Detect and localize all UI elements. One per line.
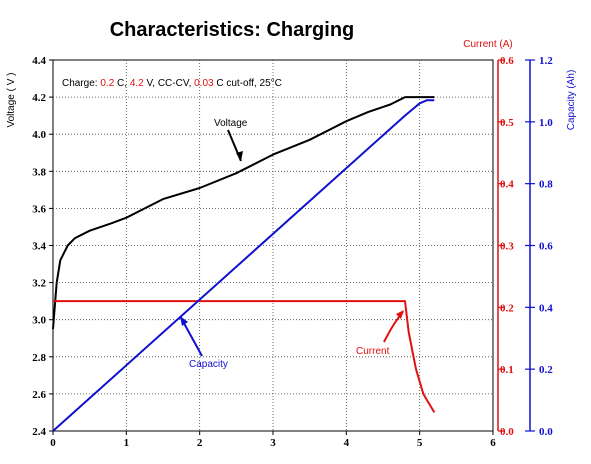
current-tick-label: 0.6 [500, 55, 514, 67]
conditions-prefix: Charge: [62, 78, 100, 89]
voltage-tick-label: 3.0 [32, 315, 46, 327]
voltage-tick-label: 4.0 [32, 129, 46, 141]
x-tick-label: 2 [197, 437, 203, 449]
x-tick-label: 6 [490, 437, 496, 449]
voltage-tick-label: 3.8 [32, 166, 46, 178]
current-line [53, 300, 436, 413]
conditions-cutoff-unit: C cut-off, 25°C [214, 78, 282, 89]
voltage-tick-label: 2.8 [32, 352, 46, 364]
current-axis-label: Current (A) [463, 39, 512, 50]
conditions-note: Charge: 0.2 C, 4.2 V, CC-CV, 0.03 C cut-… [62, 78, 282, 89]
current-tick-label: 0.2 [500, 302, 514, 314]
conditions-cutoff: 0.03 [194, 78, 214, 89]
capacity-tick-label: 0.6 [539, 241, 553, 253]
voltage-arrow-head [236, 151, 243, 161]
conditions-voltage-unit: V, CC-CV, [144, 78, 194, 89]
grid [52, 59, 494, 432]
capacity-annotation: Capacity [189, 359, 228, 370]
current-tick-label: 0.4 [500, 179, 514, 191]
capacity-tick-label: 0.2 [539, 364, 553, 376]
x-tick-label: 1 [124, 437, 130, 449]
conditions-rate: 0.2 [100, 78, 114, 89]
voltage-tick-label: 3.4 [32, 241, 46, 253]
x-tick-label: 0 [50, 437, 56, 449]
voltage-tick-label: 4.4 [32, 55, 46, 67]
voltage-axis-label: Voltage ( V ) [6, 72, 17, 127]
voltage-tick-label: 3.6 [32, 203, 46, 215]
axes: 0 1 2 3 4 5 6 2.4 2.6 2.8 3.0 3.2 3.4 3.6 3.8 4.0 4.2 4.4… [32, 55, 553, 449]
current-tick-label: 0.0 [500, 426, 514, 438]
chart-title: Characteristics: Charging [110, 19, 355, 41]
x-tick-label: 5 [417, 437, 423, 449]
x-tick-label: 4 [344, 437, 350, 449]
conditions-rate-unit: C, [114, 78, 130, 89]
voltage-line [52, 96, 435, 330]
current-tick-label: 0.1 [500, 364, 514, 376]
voltage-tick-label: 3.2 [32, 278, 46, 290]
voltage-tick-label: 4.2 [32, 92, 46, 104]
capacity-tick-label: 0.0 [539, 426, 553, 438]
conditions-voltage: 4.2 [130, 78, 144, 89]
series-lines [52, 96, 436, 432]
capacity-tick-label: 0.8 [539, 179, 553, 191]
capacity-tick-label: 1.2 [539, 55, 553, 67]
voltage-tick-label: 2.4 [32, 426, 46, 438]
current-arrow-head [396, 310, 404, 319]
capacity-axis-label: Capacity (Ah) [566, 70, 577, 131]
capacity-arrow-head [180, 316, 188, 326]
current-annotation: Current [356, 346, 390, 357]
capacity-tick-label: 1.0 [539, 117, 553, 129]
capacity-line [52, 99, 435, 432]
current-tick-label: 0.3 [500, 241, 514, 253]
capacity-tick-label: 0.4 [539, 302, 553, 314]
x-tick-label: 3 [270, 437, 276, 449]
voltage-annotation: Voltage [214, 118, 248, 129]
current-tick-label: 0.5 [500, 117, 514, 129]
voltage-tick-label: 2.6 [32, 389, 46, 401]
